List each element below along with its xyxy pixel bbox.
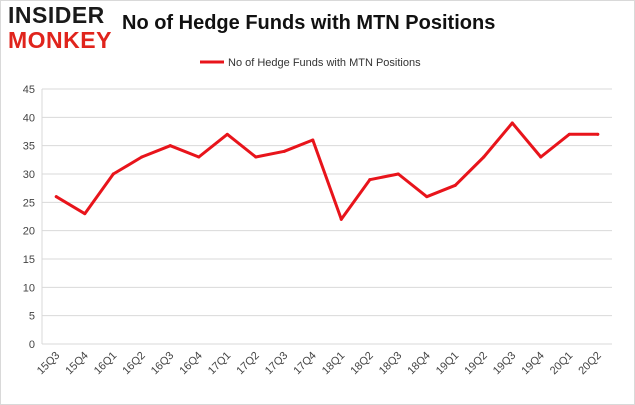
logo-line-monkey: MONKEY [8, 27, 112, 53]
legend-label: No of Hedge Funds with MTN Positions [228, 57, 421, 69]
legend: No of Hedge Funds with MTN Positions [200, 57, 421, 69]
data-point [225, 132, 229, 136]
data-point [140, 155, 144, 159]
x-tick-label: 19Q2 [462, 350, 490, 378]
x-tick-label: 20Q1 [548, 350, 576, 378]
data-point [111, 172, 115, 176]
x-tick-label: 17Q2 [234, 350, 262, 378]
x-tick-label: 15Q3 [35, 350, 63, 378]
data-point [539, 155, 543, 159]
y-tick-label: 5 [29, 311, 35, 323]
series-line [54, 121, 600, 221]
x-tick-label: 16Q3 [149, 350, 177, 378]
x-tick-label: 17Q4 [291, 350, 319, 378]
data-point [197, 155, 201, 159]
x-tick-label: 18Q2 [348, 350, 376, 378]
y-tick-label: 35 [23, 141, 35, 153]
y-tick-label: 30 [23, 169, 35, 181]
data-point [482, 155, 486, 159]
x-tick-label: 18Q3 [377, 350, 405, 378]
insider-monkey-logo: INSIDER MONKEY [8, 4, 118, 54]
data-point [510, 121, 514, 125]
y-tick-label: 45 [23, 84, 35, 96]
data-point [83, 212, 87, 216]
y-tick-label: 10 [23, 282, 35, 294]
x-tick-label: 17Q3 [263, 350, 291, 378]
y-tick-label: 15 [23, 254, 35, 266]
logo-line-insider: INSIDER [8, 2, 105, 28]
y-axis-ticks: 0 5 10 15 20 25 30 35 40 45 [23, 84, 35, 351]
data-point [54, 195, 58, 199]
data-point [168, 144, 172, 148]
x-tick-label: 19Q1 [434, 350, 462, 378]
chart-title: No of Hedge Funds with MTN Positions [122, 12, 496, 34]
x-tick-label: 16Q1 [92, 350, 120, 378]
y-tick-label: 40 [23, 112, 35, 124]
data-point [339, 217, 343, 221]
data-point [425, 195, 429, 199]
grid-lines [41, 88, 612, 345]
x-tick-label: 17Q1 [206, 350, 234, 378]
data-point [254, 155, 258, 159]
x-tick-label: 18Q1 [320, 350, 348, 378]
x-tick-label: 16Q2 [120, 350, 148, 378]
data-point [567, 132, 571, 136]
x-tick-label: 16Q4 [177, 350, 205, 378]
data-point [282, 149, 286, 153]
data-point [453, 183, 457, 187]
series-group [54, 121, 600, 221]
y-tick-label: 0 [29, 339, 35, 351]
x-tick-label: 19Q4 [519, 350, 547, 378]
x-tick-label: 15Q4 [63, 350, 91, 378]
y-tick-label: 25 [23, 197, 35, 209]
x-tick-label: 19Q3 [491, 350, 519, 378]
y-tick-label: 20 [23, 226, 35, 238]
data-point [368, 178, 372, 182]
data-point [311, 138, 315, 142]
x-tick-label: 20Q2 [576, 350, 604, 378]
x-tick-label: 18Q4 [405, 350, 433, 378]
x-axis-ticks: 15Q3 15Q4 16Q1 16Q2 16Q3 16Q4 17Q1 17Q2 17Q3 17Q4… [35, 350, 604, 378]
data-point [396, 172, 400, 176]
data-point [596, 132, 600, 136]
